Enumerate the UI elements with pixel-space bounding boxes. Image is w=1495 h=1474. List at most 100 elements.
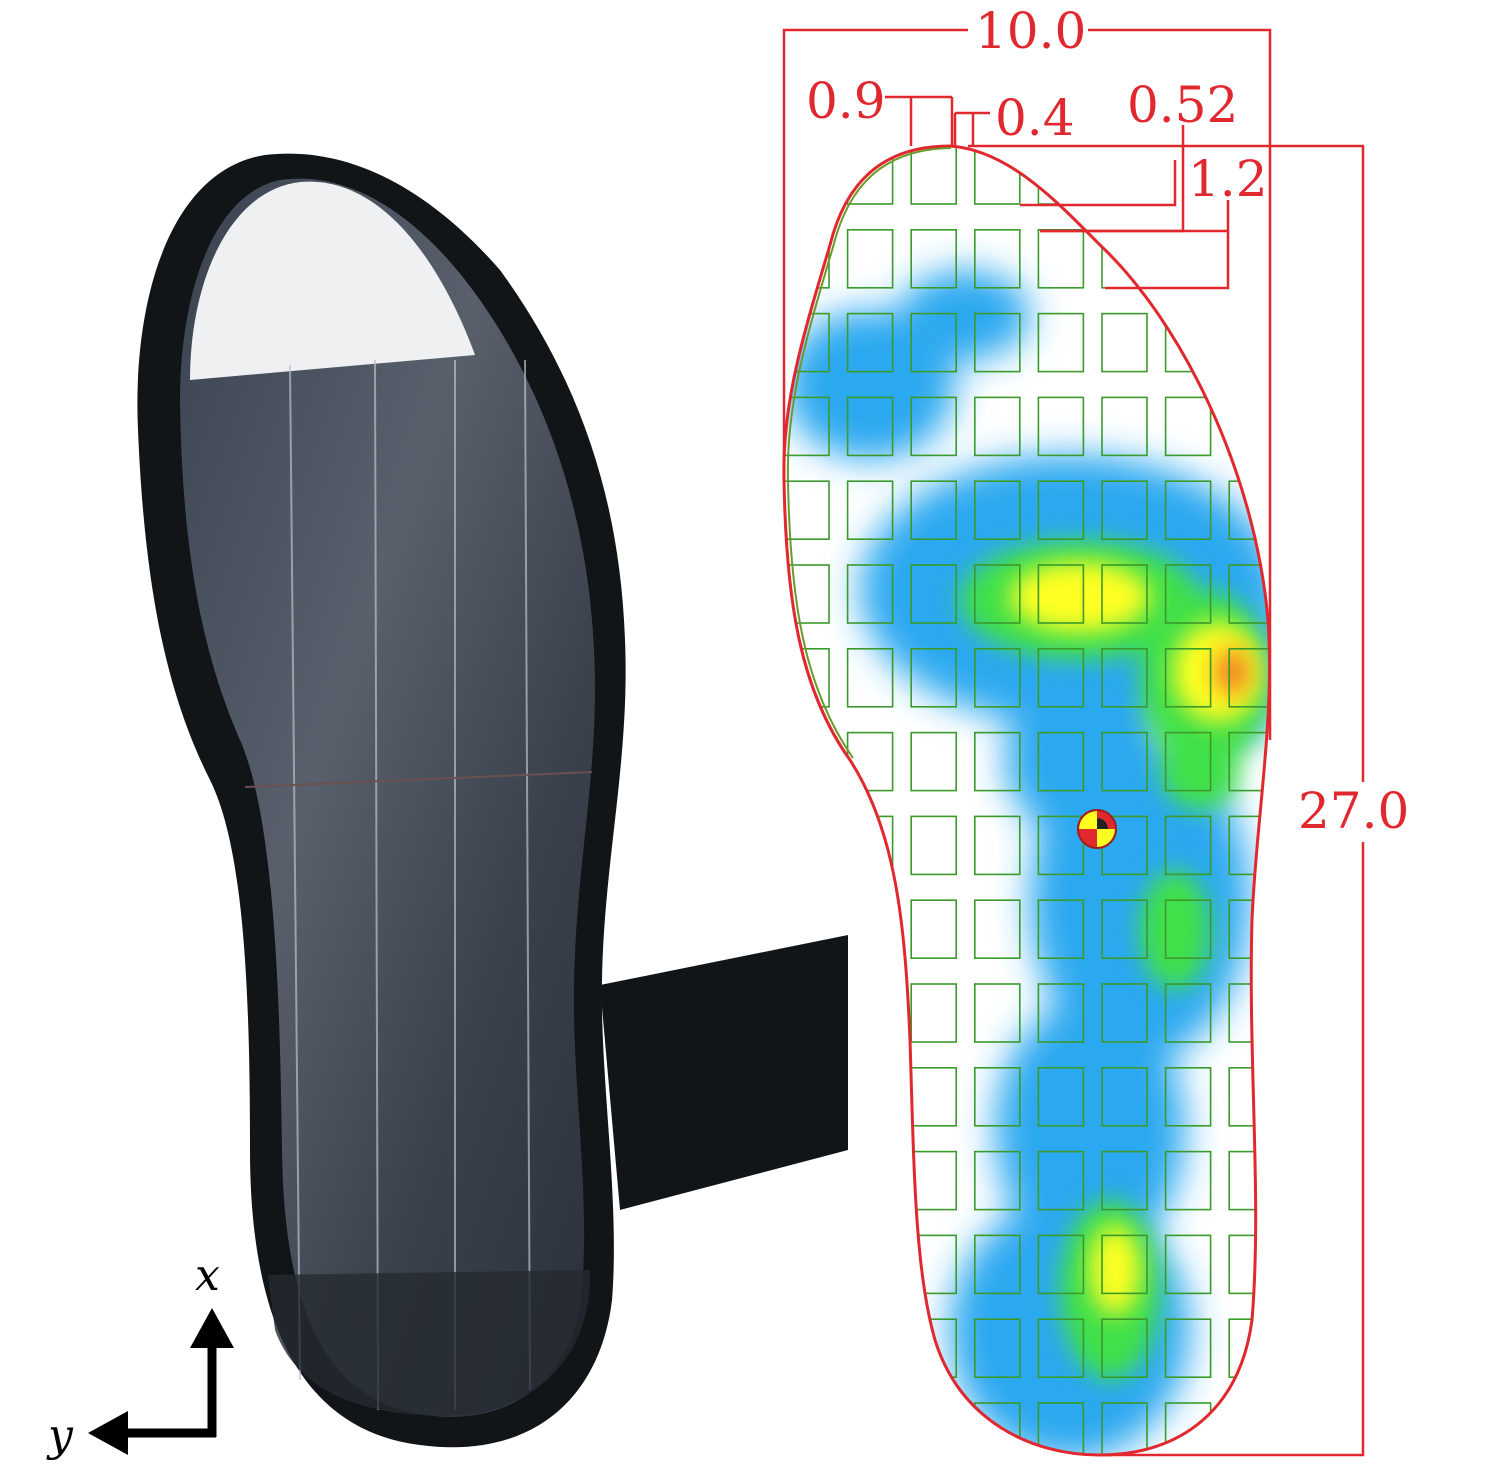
pressure-peak-spot bbox=[1214, 648, 1250, 696]
sensor-cell bbox=[973, 1067, 1021, 1127]
sensor-cell bbox=[846, 1150, 894, 1211]
sensor-cell bbox=[1164, 1150, 1212, 1211]
sensor-cell bbox=[846, 983, 894, 1043]
sensor-cell bbox=[973, 899, 1021, 960]
sensor-cell bbox=[910, 1150, 958, 1211]
sensor-cell bbox=[1101, 312, 1148, 373]
sensor-cell bbox=[973, 983, 1021, 1043]
width-dimension-line bbox=[782, 28, 968, 480]
sensor-cell bbox=[1164, 983, 1212, 1043]
x-axis-label: x bbox=[195, 1250, 220, 1301]
sensor-cell bbox=[783, 1402, 830, 1455]
sensor-cell bbox=[1164, 815, 1212, 876]
sensor-cell bbox=[1037, 983, 1085, 1043]
sensor-cell bbox=[973, 1234, 1021, 1295]
sensor-cell bbox=[973, 146, 1021, 205]
sensor-cell bbox=[1037, 1318, 1085, 1378]
sensor-cell bbox=[910, 396, 958, 457]
sensor-cell bbox=[1037, 564, 1085, 624]
sensor-cell bbox=[783, 815, 830, 876]
sensor-cell bbox=[1228, 396, 1270, 457]
insole-inner-outline bbox=[786, 147, 952, 759]
sensor-cell bbox=[910, 564, 958, 624]
sensor-cell bbox=[1164, 229, 1212, 289]
y-axis-arrow-head bbox=[88, 1411, 128, 1455]
sensor-cell bbox=[1164, 1318, 1212, 1378]
sensor-cell bbox=[910, 1402, 958, 1455]
dimension-sensor-width: 0.9 bbox=[806, 72, 886, 130]
sensor-cell bbox=[1164, 1067, 1212, 1127]
sole-strip-lines bbox=[289, 359, 531, 1411]
sensor-cell bbox=[1101, 1318, 1148, 1378]
sensor-cell bbox=[1101, 647, 1148, 708]
sensor-cell bbox=[1037, 1067, 1085, 1127]
sensor-cell bbox=[1228, 564, 1270, 624]
sensor-cell bbox=[1101, 1067, 1148, 1127]
sensor-cell bbox=[783, 731, 830, 792]
sensor-cell bbox=[973, 1150, 1021, 1211]
sensor-cell bbox=[1037, 146, 1085, 205]
sensor-cell bbox=[1164, 899, 1212, 960]
sensor-cell bbox=[973, 229, 1021, 289]
sensor-cell bbox=[846, 731, 894, 792]
sensor-cell bbox=[1101, 1402, 1148, 1455]
sensor-cell bbox=[910, 312, 958, 373]
sensor-cell bbox=[1101, 731, 1148, 792]
dimension-total-width: 10.0 bbox=[975, 2, 1086, 60]
sensor-cell bbox=[910, 731, 958, 792]
sensor-cell bbox=[973, 1318, 1021, 1378]
sensor-cell bbox=[1101, 229, 1148, 289]
sensor-cell bbox=[1101, 899, 1148, 960]
sensor-cell bbox=[783, 647, 830, 708]
sensor-cell bbox=[1228, 1402, 1270, 1455]
sensor-cell bbox=[910, 983, 958, 1043]
shoe-toe-reflection bbox=[190, 181, 475, 380]
dimension-row-pitch: 1.2 bbox=[1188, 150, 1268, 208]
sensor-cell bbox=[1037, 647, 1085, 708]
row-gap-bracket bbox=[1020, 160, 1177, 207]
shoe-strap bbox=[600, 935, 848, 1210]
dimension-row-gap: 0.52 bbox=[1127, 76, 1238, 134]
sensor-cell bbox=[1037, 899, 1085, 960]
sensor-cell bbox=[1228, 731, 1270, 792]
x-axis-arrow-head bbox=[190, 1308, 234, 1348]
sensor-cell bbox=[783, 146, 830, 205]
sensor-cell bbox=[910, 229, 958, 289]
dimension-total-length: 27.0 bbox=[1298, 782, 1409, 840]
sensor-cell bbox=[973, 312, 1021, 373]
sensor-cell bbox=[973, 731, 1021, 792]
sensor-cell bbox=[1164, 480, 1212, 541]
sensor-cell bbox=[1037, 1402, 1085, 1455]
y-axis-label: y bbox=[46, 1410, 74, 1461]
sensor-cell bbox=[1101, 396, 1148, 457]
sensor-cell bbox=[910, 647, 958, 708]
sensor-cell bbox=[1228, 1234, 1270, 1295]
sensor-cell bbox=[1164, 1234, 1212, 1295]
sensor-cell bbox=[973, 815, 1021, 876]
axis-indicator: x y bbox=[46, 1250, 234, 1461]
sensor-cell bbox=[1037, 731, 1085, 792]
sensor-cell bbox=[1037, 815, 1085, 876]
sensor-cell bbox=[1164, 647, 1212, 708]
sensor-cell bbox=[1101, 983, 1148, 1043]
sensor-cell bbox=[1101, 564, 1148, 624]
sensor-cell bbox=[1228, 815, 1270, 876]
sensor-cell bbox=[910, 480, 958, 541]
sensor-cell bbox=[910, 1067, 958, 1127]
sensor-cell bbox=[1101, 1150, 1148, 1211]
sensor-cell bbox=[1037, 1150, 1085, 1211]
sensor-cell bbox=[846, 312, 894, 373]
sensor-cell bbox=[1164, 731, 1212, 792]
sensor-cell bbox=[846, 396, 894, 457]
sensor-cell bbox=[846, 480, 894, 541]
center-of-pressure-marker-icon bbox=[1077, 809, 1117, 849]
sensor-cell bbox=[783, 1234, 830, 1295]
dimension-sensor-gap: 0.4 bbox=[995, 89, 1075, 147]
sensor-cell bbox=[846, 564, 894, 624]
sensor-cell bbox=[1228, 229, 1270, 289]
dimension-annotations bbox=[782, 28, 1365, 1457]
sensor-cell bbox=[846, 1234, 894, 1295]
shoe-heel-band bbox=[268, 1270, 591, 1416]
sensor-cell bbox=[1164, 396, 1212, 457]
